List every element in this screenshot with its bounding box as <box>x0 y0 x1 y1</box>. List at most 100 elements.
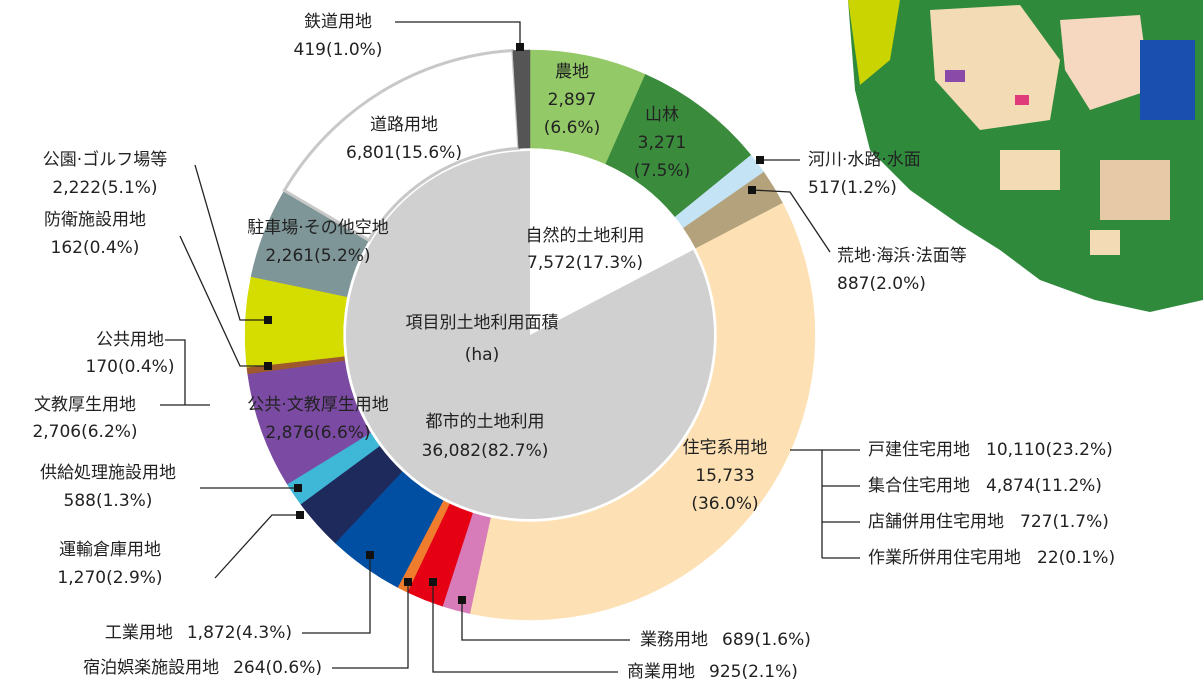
leader-line <box>215 515 300 578</box>
percent-text: (5.2%) <box>314 246 370 266</box>
value-text: 7,572 <box>527 253 576 273</box>
sub-item: 集合住宅用地 4,874(11.2%) <box>868 476 1102 496</box>
sub-item-value: 22(0.1%) <box>1037 548 1115 568</box>
chart: 項目別土地利用面積(ha)自然的土地利用7,572(17.3%)都市的土地利用3… <box>0 0 1203 684</box>
leader-marker <box>516 43 524 51</box>
value-label: 887(2.0%) <box>837 274 926 294</box>
value-label: 36,082(82.7%) <box>422 441 549 461</box>
segment-name: 商業用地 <box>627 662 695 682</box>
value-text: 588 <box>64 491 96 511</box>
percent-text: (36.0%) <box>691 494 758 514</box>
value-label: 2,222(5.1%) <box>52 178 157 198</box>
value-text: 2,897 <box>548 90 597 110</box>
leader-marker <box>748 186 756 194</box>
segment-name: 鉄道用地 <box>304 12 372 32</box>
segment-name: 農地 <box>555 62 589 82</box>
segment-name: 道路用地 <box>370 115 438 135</box>
percent-text: (1.3%) <box>96 491 152 511</box>
sub-item-name: 店舗併用住宅用地 <box>868 512 1004 532</box>
leader-line <box>302 555 370 633</box>
value-label: 7,572(17.3%) <box>527 253 643 273</box>
percent-text: (6.6%) <box>314 423 370 443</box>
segment-name: 公園·ゴルフ場等 <box>43 149 167 170</box>
value-text: 15,733 <box>695 466 754 486</box>
value-label: 工業用地 1,872(4.3%) <box>105 623 292 643</box>
chart-title: 項目別土地利用面積 <box>406 313 559 333</box>
value-text: 689 <box>722 630 754 650</box>
percent-text: (15.6%) <box>395 143 462 163</box>
sub-item-value: 2,706(6.2%) <box>32 422 137 442</box>
sub-item-name: 文教厚生用地 <box>34 395 136 415</box>
value-text: 1,872 <box>187 623 236 643</box>
leader-marker <box>264 316 272 324</box>
sub-item-value: 170(0.4%) <box>86 357 175 377</box>
sub-item-name: 作業所併用住宅用地 <box>868 548 1021 568</box>
value-text: 925 <box>709 662 741 682</box>
percent-text: (82.7%) <box>481 441 548 461</box>
leader-line <box>790 450 822 558</box>
percent-text: (2.9%) <box>106 568 162 588</box>
percent-text: (6.6%) <box>544 118 600 138</box>
percent-text: (1.2%) <box>840 178 896 198</box>
segment-name: 運輸倉庫用地 <box>59 540 161 560</box>
value-text: 887 <box>837 274 869 294</box>
percent-text: (0.6%) <box>266 658 322 678</box>
sub-item: 作業所併用住宅用地 22(0.1%) <box>868 548 1115 568</box>
value-label: 2,261(5.2%) <box>265 246 370 266</box>
segment-name: 工業用地 <box>105 623 173 643</box>
leader-marker <box>756 156 764 164</box>
leader-marker <box>404 578 412 586</box>
percent-text: (7.5%) <box>634 161 690 181</box>
value-text: 517 <box>808 178 840 198</box>
segment-name: 住宅系用地 <box>683 438 768 458</box>
percent-text: (2.0%) <box>869 274 925 294</box>
segment-name: 河川·水路·水面 <box>808 150 921 170</box>
value-label: 業務用地 689(1.6%) <box>640 630 811 650</box>
leader-marker <box>366 551 374 559</box>
value-text: 419 <box>294 40 326 60</box>
sub-item-value: 4,874(11.2%) <box>986 476 1102 496</box>
sub-item-name: 公共用地 <box>96 330 164 350</box>
segment-name: 荒地·海浜·法面等 <box>837 246 967 266</box>
leader-marker <box>264 362 272 370</box>
value-label: 商業用地 925(2.1%) <box>627 662 798 682</box>
segment-name: 公共·文教厚生用地 <box>247 395 388 415</box>
value-text: 2,261 <box>265 246 314 266</box>
inner-name: 都市的土地利用 <box>426 412 545 432</box>
sub-item-value: 10,110(23.2%) <box>986 440 1113 460</box>
leader-line <box>395 22 520 47</box>
value-label: 宿泊娯楽施設用地 264(0.6%) <box>83 658 322 678</box>
value-text: 2,222 <box>52 178 101 198</box>
value-label: 6,801(15.6%) <box>346 143 462 163</box>
sub-item: 店舗併用住宅用地 727(1.7%) <box>868 512 1109 532</box>
value-label: 2,876(6.6%) <box>265 423 370 443</box>
percent-text: (17.3%) <box>576 253 643 273</box>
value-label: 1,270(2.9%) <box>57 568 162 588</box>
segment-name: 駐車場·その他空地 <box>247 218 388 238</box>
value-text: 3,271 <box>638 133 687 153</box>
segment-name: 業務用地 <box>640 630 708 650</box>
sub-item: 戸建住宅用地 10,110(23.2%) <box>868 440 1113 460</box>
leader-marker <box>429 578 437 586</box>
value-text: 1,270 <box>57 568 106 588</box>
leader-marker <box>458 596 466 604</box>
value-text: 264 <box>233 658 265 678</box>
percent-text: (1.0%) <box>326 40 382 60</box>
value-label: 517(1.2%) <box>808 178 897 198</box>
value-text: 2,876 <box>265 423 314 443</box>
sub-item-value: 727(1.7%) <box>1020 512 1109 532</box>
segment-name: 宿泊娯楽施設用地 <box>83 658 219 678</box>
value-text: 162 <box>51 238 83 258</box>
leader-marker <box>296 511 304 519</box>
sub-item-name: 戸建住宅用地 <box>868 440 970 460</box>
percent-text: (2.1%) <box>741 662 797 682</box>
percent-text: (5.1%) <box>101 178 157 198</box>
unit-label: (ha) <box>465 345 499 365</box>
leader-marker <box>294 484 302 492</box>
sub-item-name: 集合住宅用地 <box>868 476 970 496</box>
segment-name: 山林 <box>645 105 679 125</box>
percent-text: (0.4%) <box>83 238 139 258</box>
percent-text: (1.6%) <box>754 630 810 650</box>
percent-text: (4.3%) <box>236 623 292 643</box>
value-label: 162(0.4%) <box>51 238 140 258</box>
